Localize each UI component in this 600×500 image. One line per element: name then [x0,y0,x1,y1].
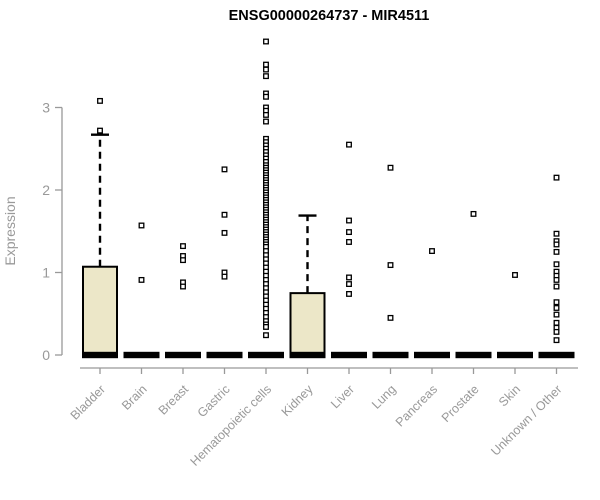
outlier-point-bladder [97,127,103,134]
outlier-point-lung [387,164,394,171]
median-bladder [82,351,118,359]
outlier-point-pancreas [429,248,435,254]
box-bladder [82,265,118,357]
outlier-point-breast [180,243,186,250]
outlier-point-hematopoietic-cells [263,38,269,45]
median-gastric [206,351,243,359]
x-category-label-hematopoietic-cells: Hematopoietic cells [188,382,275,469]
outlier-point-bladder [97,97,103,104]
outlier-point-brain [138,276,145,283]
x-category-label-pancreas: Pancreas [393,382,440,429]
x-category-label-liver: Liver [328,382,357,411]
outlier-point-hematopoietic-cells [263,73,269,80]
outlier-point-unknown-other [553,276,560,283]
y-tick-label: 3 [42,100,50,116]
median-liver [331,351,367,359]
median-kidney [289,351,326,359]
outlier-points [97,38,560,344]
outlier-point-breast [180,257,186,264]
outlier-point-hematopoietic-cells [263,93,269,100]
x-category-label-prostate: Prostate [439,382,482,425]
outlier-point-unknown-other [553,299,560,306]
x-category-label-skin: Skin [496,382,523,409]
outlier-point-hematopoietic-cells [263,61,269,68]
outlier-point-liver [346,274,352,281]
outlier-point-hematopoietic-cells [263,111,269,118]
outlier-point-unknown-other [553,337,560,344]
outlier-point-lung [387,262,394,269]
median-brain [123,351,160,359]
y-tick-label: 1 [42,265,50,281]
y-axis-label: Expression [2,196,18,265]
box-series [82,133,575,359]
outlier-point-unknown-other [553,311,560,318]
outlier-point-unknown-other [553,248,560,255]
median-unknown-other [538,351,575,359]
outlier-point-unknown-other [553,241,560,248]
axis-tick-labels: 0 1 2 3 Bladder Brain Breast GastricHematopoiet… [42,100,564,469]
x-category-label-unknown-other: Unknown / Other [488,382,564,458]
y-tick-label: 0 [42,347,50,363]
x-category-label-bladder: Bladder [68,382,108,422]
x-category-label-breast: Breast [156,382,192,418]
outlier-point-unknown-other [553,319,560,326]
outlier-point-unknown-other [553,305,560,311]
outlier-point-hematopoietic-cells [263,66,269,73]
outlier-point-gastric [221,273,228,280]
chart-title: ENSG00000264737 - MIR4511 [229,8,430,24]
outlier-point-prostate [470,210,477,217]
outlier-point-liver [346,229,352,236]
outlier-point-gastric [221,211,228,218]
x-category-label-gastric: Gastric [195,382,233,420]
outlier-point-breast [180,283,186,290]
axes [55,106,578,374]
box-kidney [289,292,326,356]
outlier-point-skin [512,272,518,278]
outlier-point-liver [346,141,352,148]
outlier-point-liver [346,290,352,297]
outlier-point-lung [387,314,394,321]
median-skin [497,351,533,359]
median-hematopoietic-cells [248,351,284,359]
outlier-point-hematopoietic-cells [263,332,269,339]
outlier-point-unknown-other [553,230,560,237]
x-category-label-brain: Brain [119,382,150,413]
outlier-point-hematopoietic-cells [263,118,269,125]
outlier-point-unknown-other [553,283,560,290]
outlier-point-liver [346,239,352,245]
y-tick-label: 2 [42,182,50,198]
outlier-point-unknown-other [553,328,560,335]
median-breast [165,351,201,359]
outlier-point-unknown-other [553,261,560,268]
outlier-point-brain [138,222,145,229]
outlier-point-liver [346,281,352,287]
outlier-point-gastric [221,229,228,236]
x-category-label-kidney: Kidney [279,382,316,419]
median-pancreas [414,351,450,359]
outlier-point-gastric [221,166,228,173]
median-prostate [455,351,492,359]
outlier-point-hematopoietic-cells [263,323,269,330]
outlier-point-unknown-other [553,174,560,181]
x-category-label-lung: Lung [369,382,399,412]
median-lung [372,351,409,359]
outlier-point-liver [346,217,352,224]
